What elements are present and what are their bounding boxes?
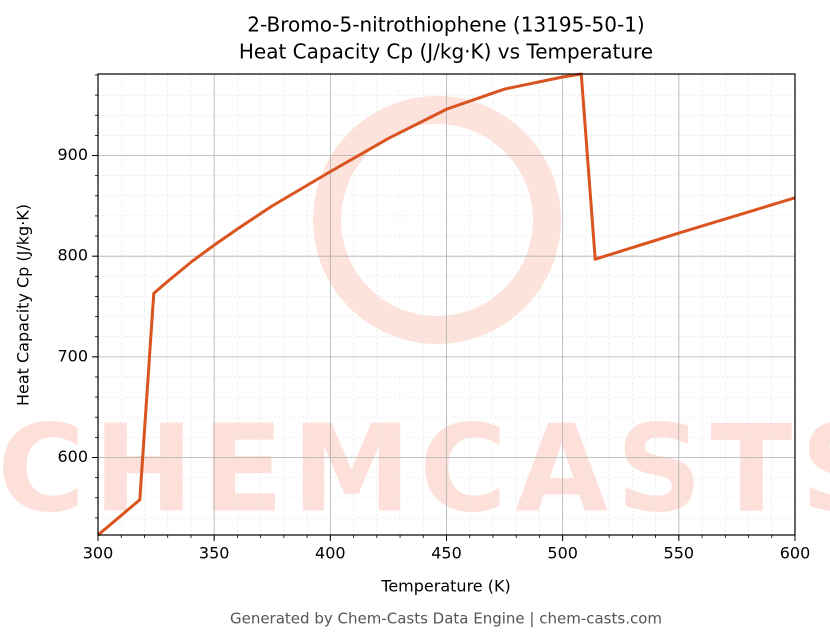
watermark-logo [313,96,561,344]
y-tick-label: 800 [57,246,88,265]
x-tick-label: 600 [780,544,811,563]
x-axis-label: Temperature (K) [380,577,510,596]
x-tick-label: 300 [83,544,114,563]
x-tick-label: 450 [431,544,462,563]
chart-title: 2-Bromo-5-nitrothiophene (13195-50-1) [247,13,644,37]
y-axis-label: Heat Capacity Cp (J/kg·K) [14,204,33,406]
x-tick-label: 350 [199,544,230,563]
y-tick-label: 700 [57,346,88,365]
chart-subtitle: Heat Capacity Cp (J/kg·K) vs Temperature [239,40,653,64]
y-tick-label: 600 [57,447,88,466]
x-tick-label: 550 [664,544,695,563]
watermark: CHEMCASTS [0,401,830,540]
data-line [97,72,796,537]
x-tick-label: 500 [547,544,578,563]
plot-frame [97,73,796,536]
footer: Generated by Chem-Casts Data Engine | ch… [230,610,662,628]
x-tick-label: 400 [315,544,346,563]
y-tick-label: 900 [57,145,88,164]
